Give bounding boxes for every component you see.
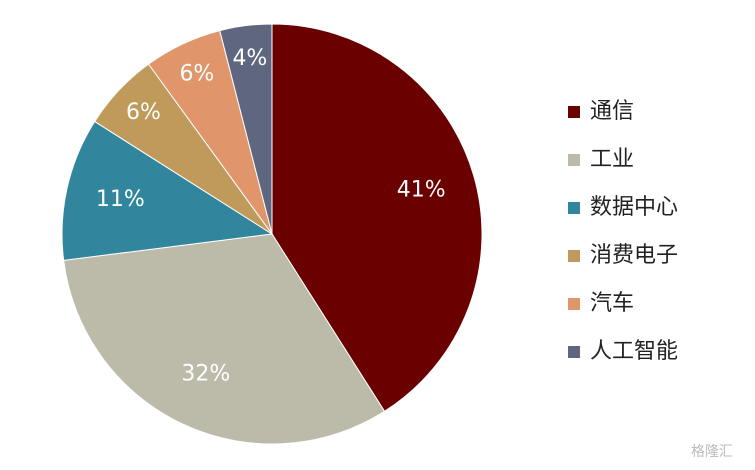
legend-label: 工业 (590, 147, 634, 172)
legend-swatch (568, 202, 580, 214)
watermark: 格隆汇 (691, 444, 733, 460)
legend-swatch (568, 154, 580, 166)
legend-label: 通信 (590, 99, 634, 124)
legend-label: 汽车 (590, 291, 634, 316)
value-label: 6% (179, 61, 214, 86)
legend-label: 人工智能 (590, 339, 678, 364)
legend-label: 消费电子 (590, 243, 678, 268)
pie-slice (271, 23, 483, 412)
value-label: 41% (397, 178, 446, 203)
pie-slice (63, 233, 386, 445)
legend-swatch (568, 346, 580, 358)
legend-swatch (568, 298, 580, 310)
legend-label: 数据中心 (590, 195, 678, 220)
value-label: 32% (181, 362, 230, 387)
value-label: 11% (96, 187, 145, 212)
legend-swatch (568, 106, 580, 118)
value-label: 4% (232, 46, 267, 71)
legend-swatch (568, 250, 580, 262)
value-label: 6% (126, 100, 161, 125)
pie-slice (219, 23, 273, 235)
pie-slice (61, 120, 274, 261)
